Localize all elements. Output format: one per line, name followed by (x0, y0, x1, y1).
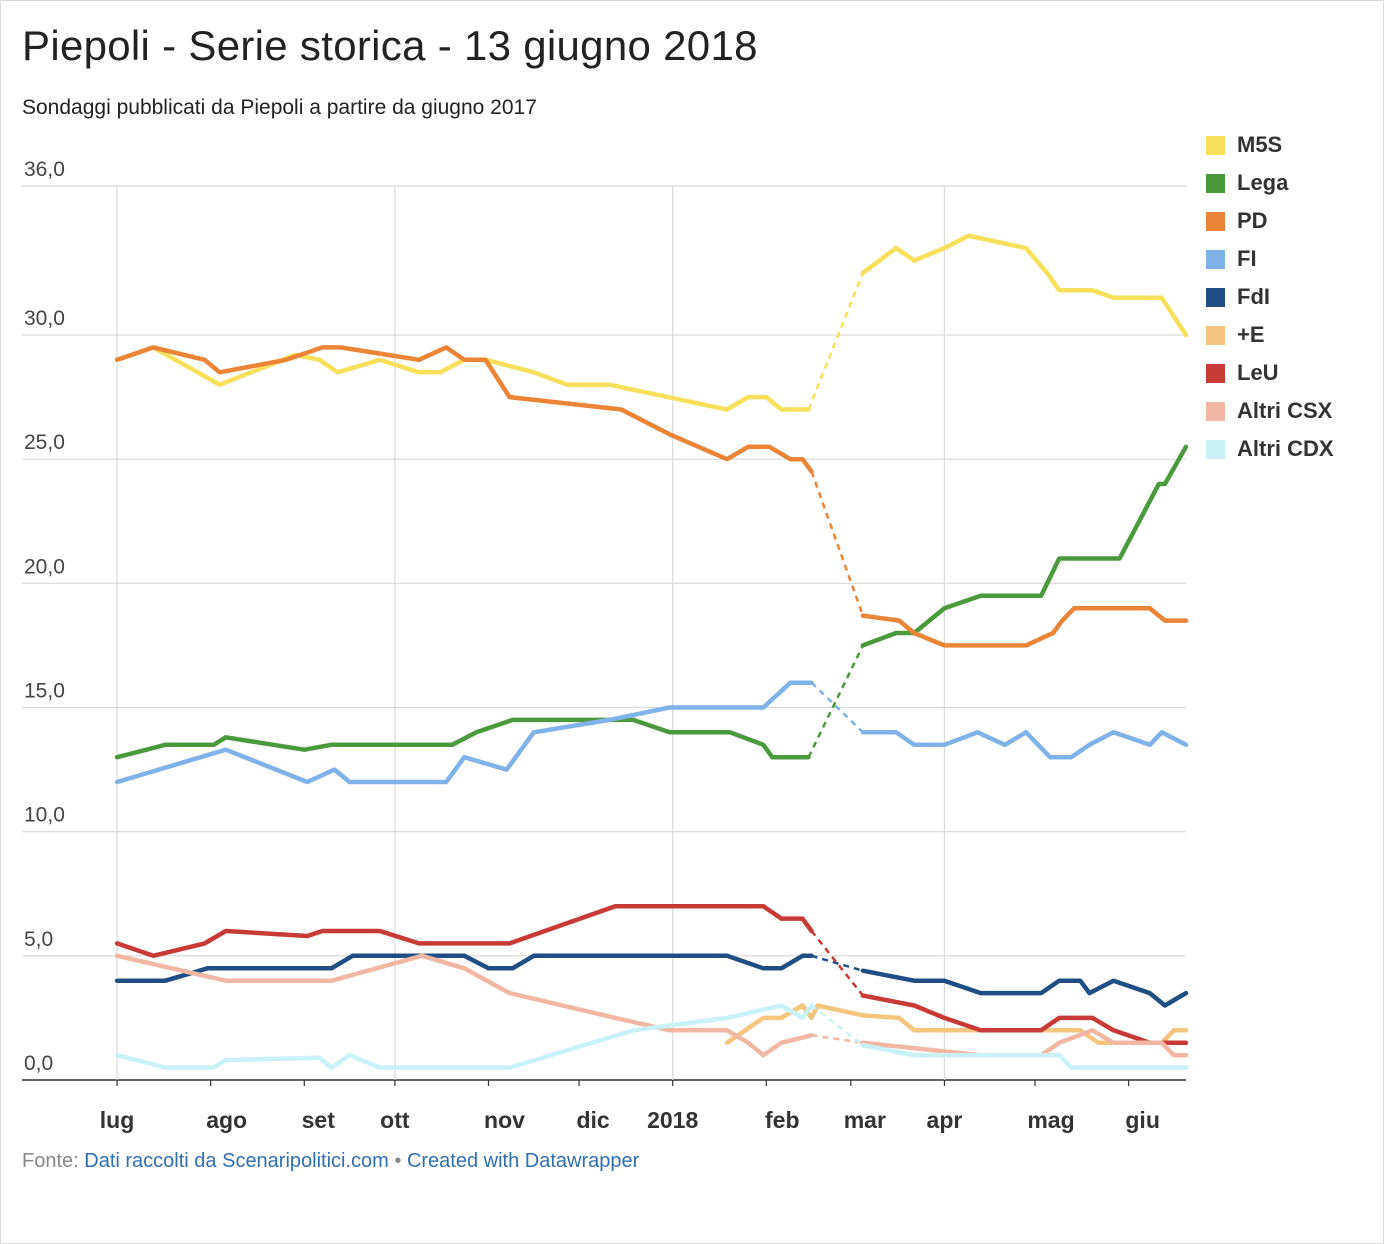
x-tick-label: giu (1125, 1107, 1160, 1133)
datawrapper-link[interactable]: Created with Datawrapper (406, 1150, 640, 1172)
series-line (114, 953, 814, 1058)
series-gap-line (811, 1034, 864, 1044)
series-line (860, 968, 1189, 1008)
x-tick-label: lug (100, 1107, 135, 1133)
series-line (114, 953, 814, 983)
series-line (114, 1003, 814, 1070)
legend-swatch (1206, 173, 1225, 193)
legend-label: FI (1237, 246, 1257, 271)
series-lines (114, 233, 1189, 1070)
legend-swatch (1206, 249, 1225, 269)
legend-label: +E (1237, 322, 1265, 347)
series-gap-line (810, 930, 864, 997)
legend-label: LeU (1237, 360, 1279, 385)
legend-label: PD (1237, 208, 1268, 233)
legend-swatch (1206, 287, 1225, 307)
legend: M5S Lega PD FI FdI +E LeU Altri CSX Altri CDX (1206, 126, 1334, 468)
y-tick-label: 10,0 (24, 804, 65, 827)
legend-swatch (1206, 363, 1225, 383)
source-link[interactable]: Dati raccolti da Scenaripolitici.com (84, 1150, 389, 1172)
y-tick-label: 5,0 (24, 928, 53, 951)
x-tick-label: apr (927, 1107, 963, 1133)
x-tick-label: dic (576, 1107, 609, 1133)
legend-swatch (1206, 401, 1225, 421)
series-line (860, 605, 1189, 648)
x-tick-label: ago (206, 1107, 247, 1133)
chart-title: Piepoli - Serie storica - 13 giugno 2018 (22, 22, 758, 69)
legend-item: FdI (1206, 278, 1334, 316)
y-tick-label: 0,0 (24, 1052, 53, 1075)
series-line (860, 233, 1189, 338)
series-line (860, 1028, 1189, 1058)
series-line (860, 730, 1189, 760)
y-tick-label: 15,0 (24, 680, 65, 703)
y-tick-label: 30,0 (24, 307, 65, 330)
legend-label: Altri CDX (1237, 436, 1334, 461)
series-line (860, 993, 1189, 1046)
y-tick-label: 36,0 (24, 158, 65, 181)
y-tick-label: 20,0 (24, 555, 65, 578)
legend-swatch (1206, 439, 1225, 459)
legend-swatch (1206, 211, 1225, 231)
legend-item: Altri CSX (1206, 392, 1334, 430)
legend-swatch (1206, 325, 1225, 345)
legend-item: Lega (1206, 164, 1334, 202)
legend-swatch (1206, 135, 1225, 155)
series-gap-line (807, 644, 865, 758)
y-tick-label: 25,0 (24, 431, 65, 454)
x-tick-label: mag (1027, 1107, 1074, 1133)
x-tick-label: set (302, 1107, 336, 1133)
footer: Fonte: Dati raccolti da Scenaripolitici.… (22, 1150, 639, 1173)
legend-item: LeU (1206, 354, 1334, 392)
series-line (860, 444, 1189, 648)
series-line (860, 1042, 1189, 1070)
series-gap-line (811, 954, 864, 972)
series-line (114, 903, 814, 959)
footer-separator: • (388, 1150, 407, 1172)
legend-label: Altri CSX (1237, 398, 1333, 423)
chart-subtitle: Sondaggi pubblicati da Piepoli a partire… (22, 96, 537, 119)
x-tick-label: nov (484, 1107, 525, 1133)
footer-prefix: Fonte: (22, 1150, 85, 1172)
x-tick-label: mar (844, 1107, 886, 1133)
x-tick-label: ott (380, 1107, 410, 1133)
series-gap-line (807, 272, 865, 410)
legend-label: M5S (1237, 132, 1283, 157)
legend-label: Lega (1237, 170, 1289, 195)
series-line (114, 345, 814, 474)
legend-item: Altri CDX (1206, 430, 1334, 468)
x-tick-label: 2018 (647, 1107, 698, 1133)
axes: 36,0 30,0 25,0 20,0 15,0 10,0 5,0 0,0 lug ago set o… (24, 158, 1160, 1133)
series-line (114, 717, 811, 760)
legend-label: FdI (1237, 284, 1270, 309)
legend-item: FI (1206, 240, 1334, 278)
series-gap-line (810, 471, 865, 617)
legend-item: M5S (1206, 126, 1334, 164)
x-tick-label: feb (765, 1107, 800, 1133)
series-line (114, 680, 814, 785)
series-gap-line (810, 681, 864, 734)
legend-item: +E (1206, 316, 1334, 354)
legend-item: PD (1206, 202, 1334, 240)
